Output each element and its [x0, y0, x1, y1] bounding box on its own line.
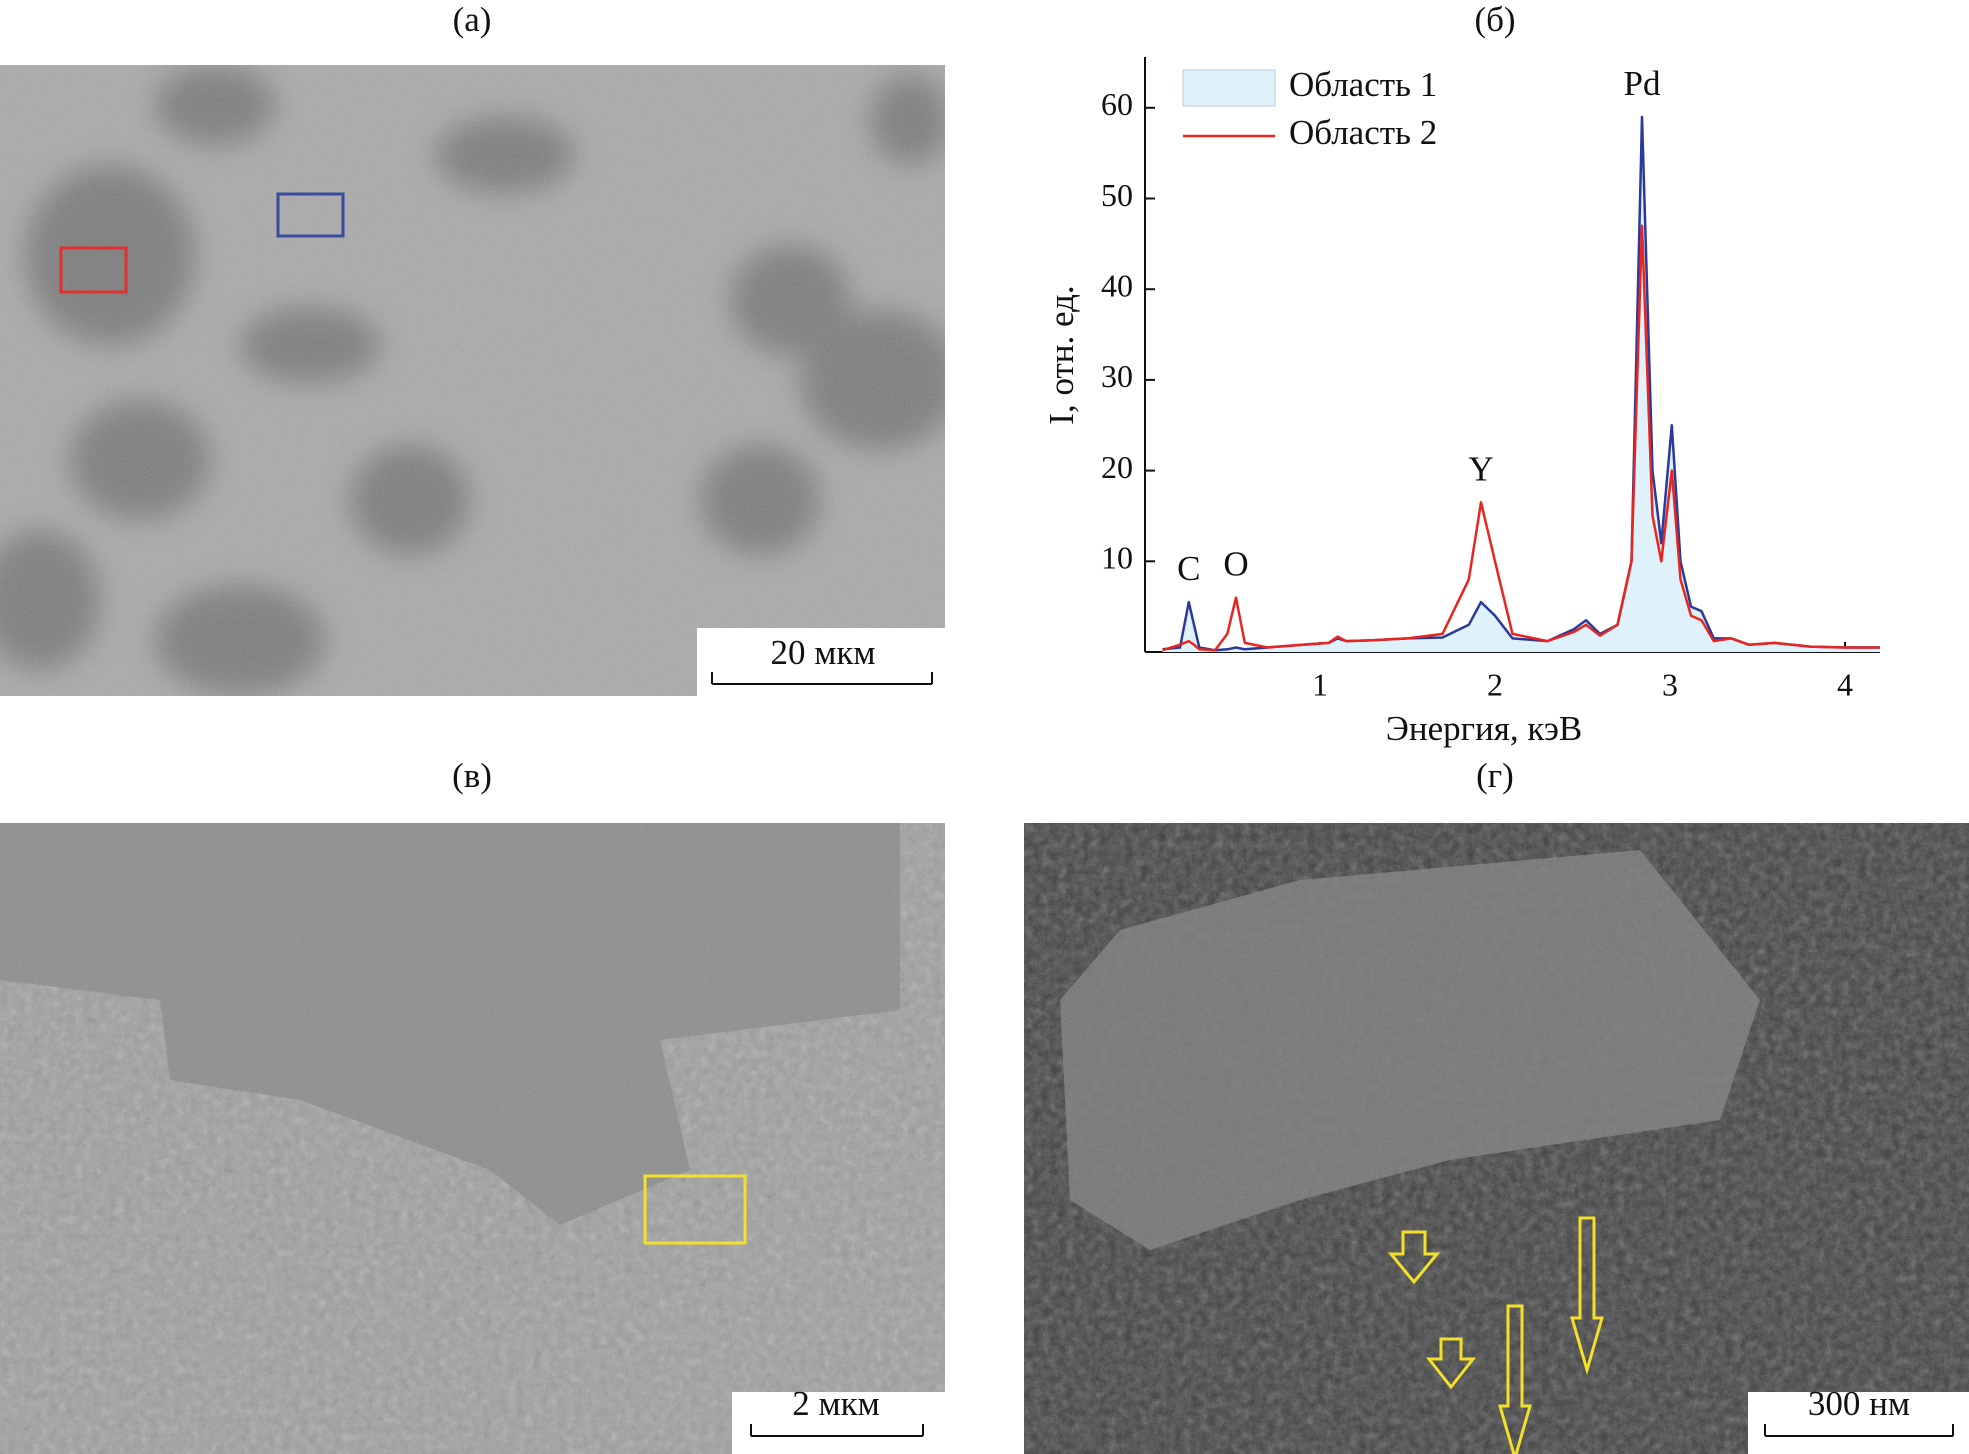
y-tick-label: 30: [1101, 358, 1133, 394]
x-tick-label: 3: [1662, 666, 1678, 702]
peak-label: Pd: [1624, 64, 1661, 103]
panel-label: (б): [1474, 0, 1515, 39]
x-axis-label: Энергия, кэВ: [1386, 709, 1582, 748]
sem-image: [0, 823, 945, 1454]
sem-image: [0, 65, 945, 696]
series-line: [1162, 115, 1880, 652]
scale-bar-label: 20 мкм: [770, 633, 875, 672]
y-tick-label: 60: [1101, 86, 1133, 122]
scale-bar-label: 300 нм: [1808, 1384, 1910, 1423]
x-tick-label: 1: [1312, 666, 1328, 702]
sem-image: [1024, 823, 1969, 1454]
panel-label: (а): [453, 0, 492, 39]
y-tick-label: 20: [1101, 449, 1133, 485]
area: [1162, 116, 1880, 652]
peak-label: O: [1223, 545, 1248, 584]
scale-bar-label: 2 мкм: [792, 1384, 880, 1423]
series-line: [1162, 224, 1880, 652]
legend-swatch: [1182, 69, 1276, 107]
peak-label: Y: [1468, 449, 1493, 488]
peak-label: C: [1177, 549, 1200, 588]
panel-label: (в): [452, 756, 492, 795]
y-axis-label: I, отн. ед.: [1042, 285, 1081, 424]
legend-label: Область 2: [1289, 113, 1437, 152]
y-tick-label: 40: [1101, 268, 1133, 304]
panel-label: (г): [1476, 756, 1514, 795]
legend-label: Область 1: [1289, 65, 1437, 104]
y-tick-label: 10: [1101, 540, 1133, 576]
x-tick-label: 4: [1837, 666, 1853, 702]
y-tick-label: 50: [1101, 177, 1133, 213]
x-tick-label: 2: [1487, 666, 1503, 702]
